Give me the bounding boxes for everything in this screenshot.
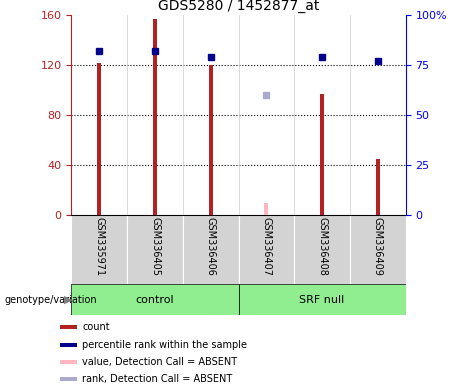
Bar <box>60 360 77 364</box>
Bar <box>71 215 127 284</box>
Text: percentile rank within the sample: percentile rank within the sample <box>82 339 247 349</box>
Bar <box>238 215 294 284</box>
Text: GSM336405: GSM336405 <box>150 217 160 276</box>
Bar <box>153 19 157 215</box>
Bar <box>265 203 268 215</box>
Title: GDS5280 / 1452877_at: GDS5280 / 1452877_at <box>158 0 319 13</box>
Bar <box>183 215 238 284</box>
Bar <box>238 284 406 315</box>
Text: genotype/variation: genotype/variation <box>5 295 97 305</box>
Bar <box>97 63 101 215</box>
Text: GSM336408: GSM336408 <box>317 217 327 276</box>
Text: GSM336407: GSM336407 <box>261 217 272 276</box>
Bar <box>320 94 324 215</box>
Text: rank, Detection Call = ABSENT: rank, Detection Call = ABSENT <box>82 374 232 384</box>
Text: GSM336409: GSM336409 <box>373 217 383 276</box>
Text: GSM335971: GSM335971 <box>95 217 104 276</box>
Text: SRF null: SRF null <box>300 295 345 305</box>
Bar <box>376 159 380 215</box>
Bar <box>60 377 77 381</box>
Bar <box>71 284 239 315</box>
Text: GSM336406: GSM336406 <box>206 217 216 276</box>
Bar <box>60 325 77 329</box>
Bar <box>350 215 406 284</box>
Bar <box>209 65 213 215</box>
Text: control: control <box>136 295 174 305</box>
Text: ▶: ▶ <box>64 295 72 305</box>
Bar <box>60 343 77 347</box>
Text: count: count <box>82 322 110 332</box>
Bar <box>127 215 183 284</box>
Bar <box>294 215 350 284</box>
Text: value, Detection Call = ABSENT: value, Detection Call = ABSENT <box>82 357 237 367</box>
